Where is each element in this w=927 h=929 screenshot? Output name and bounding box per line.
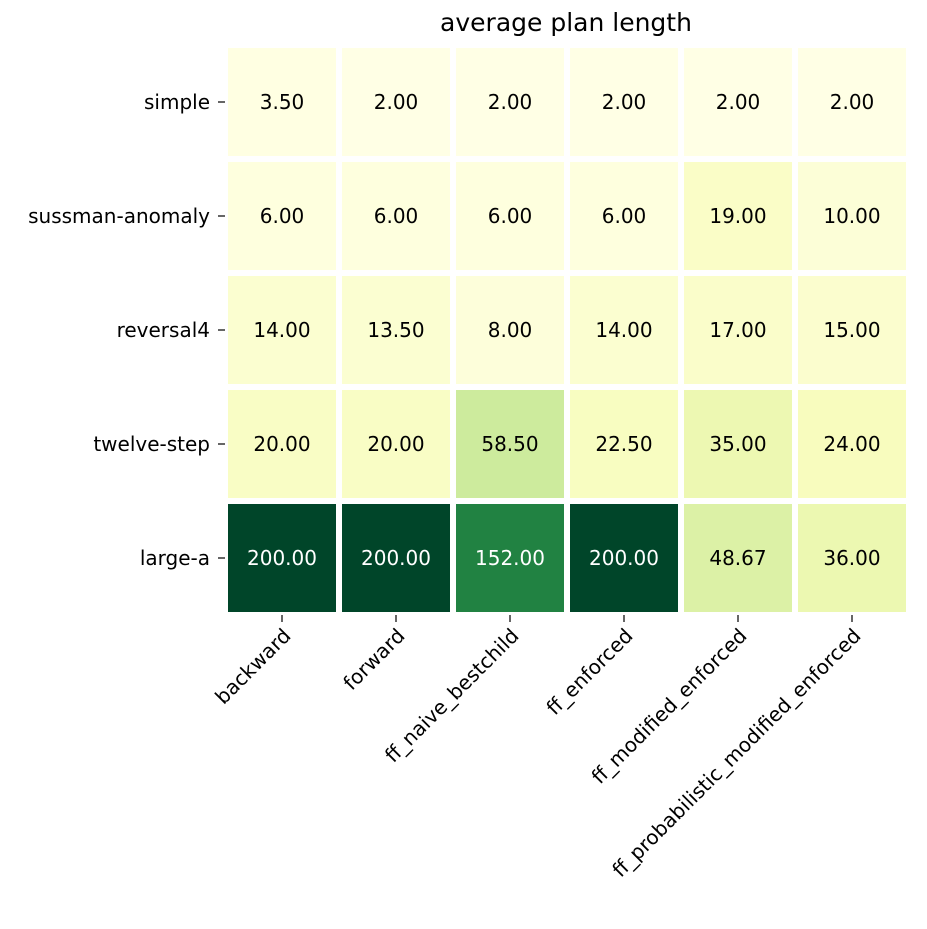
heatmap-cell-0-4	[684, 48, 792, 156]
y-tick-label-large-a: large-a	[140, 546, 210, 570]
heatmap-cell-label-3-5: 24.00	[823, 432, 880, 456]
heatmap-cell-2-4	[684, 276, 792, 384]
x-tick-label-ff_enforced: ff_enforced	[541, 624, 637, 720]
heatmap-cell-label-4-5: 36.00	[823, 546, 880, 570]
heatmap-cell-1-5	[798, 162, 906, 270]
x-tick-label-forward: forward	[338, 624, 409, 695]
heatmap-cell-2-1	[342, 276, 450, 384]
y-tick-label-sussman-anomaly: sussman-anomaly	[28, 204, 210, 228]
heatmap-cell-3-2	[456, 390, 564, 498]
heatmap-cell-3-5	[798, 390, 906, 498]
heatmap-cell-label-1-5: 10.00	[823, 204, 880, 228]
heatmap-cell-label-3-3: 22.50	[595, 432, 652, 456]
heatmap-cell-label-2-1: 13.50	[367, 318, 424, 342]
heatmap-cell-label-0-4: 2.00	[716, 90, 761, 114]
heatmap-cell-label-2-3: 14.00	[595, 318, 652, 342]
heatmap-cell-0-3	[570, 48, 678, 156]
heatmap-cell-label-3-2: 58.50	[481, 432, 538, 456]
heatmap-cell-2-3	[570, 276, 678, 384]
heatmap-cell-label-4-2: 152.00	[475, 546, 545, 570]
heatmap-cell-label-2-0: 14.00	[253, 318, 310, 342]
heatmap-cell-2-2	[456, 276, 564, 384]
x-tick-label-backward: backward	[210, 624, 295, 709]
heatmap-cell-1-0	[228, 162, 336, 270]
heatmap-cell-label-2-2: 8.00	[488, 318, 533, 342]
y-tick-label-reversal4: reversal4	[117, 318, 210, 342]
heatmap-cell-label-0-3: 2.00	[602, 90, 647, 114]
heatmap-cell-1-1	[342, 162, 450, 270]
heatmap-cell-label-3-4: 35.00	[709, 432, 766, 456]
heatmap-cell-4-4	[684, 504, 792, 612]
heatmap-cell-label-2-5: 15.00	[823, 318, 880, 342]
heatmap-cell-2-5	[798, 276, 906, 384]
heatmap-cell-0-0	[228, 48, 336, 156]
y-tick-label-simple: simple	[144, 90, 210, 114]
heatmap-cell-label-1-3: 6.00	[602, 204, 647, 228]
heatmap-cell-1-4	[684, 162, 792, 270]
heatmap-cell-label-1-0: 6.00	[260, 204, 305, 228]
heatmap-cell-0-5	[798, 48, 906, 156]
heatmap-cell-label-1-1: 6.00	[374, 204, 419, 228]
heatmap-cell-label-0-1: 2.00	[374, 90, 419, 114]
heatmap-cell-label-4-3: 200.00	[589, 546, 659, 570]
y-axis: simple sussman-anomaly reversal4 twelve-ste…	[28, 90, 225, 570]
heatmap-cell-4-3	[570, 504, 678, 612]
heatmap-cell-label-4-4: 48.67	[709, 546, 766, 570]
heatmap-cells	[228, 48, 906, 612]
heatmap-cell-label-3-0: 20.00	[253, 432, 310, 456]
heatmap-cell-3-1	[342, 390, 450, 498]
heatmap-cell-label-1-2: 6.00	[488, 204, 533, 228]
heatmap-cell-3-3	[570, 390, 678, 498]
heatmap-cell-label-0-0: 3.50	[260, 90, 305, 114]
heatmap-cell-0-1	[342, 48, 450, 156]
heatmap-cell-1-3	[570, 162, 678, 270]
heatmap-cell-1-2	[456, 162, 564, 270]
heatmap-cell-3-4	[684, 390, 792, 498]
heatmap-cell-3-0	[228, 390, 336, 498]
chart-title: average plan length	[440, 8, 692, 37]
heatmap-cell-4-5	[798, 504, 906, 612]
heatmap-cell-4-0	[228, 504, 336, 612]
x-tick-label-ff_probabilistic_modified_enforced: ff_probabilistic_modified_enforced	[607, 624, 865, 882]
heatmap-cell-label-4-1: 200.00	[361, 546, 431, 570]
heatmap-cell-labels: 3.50 2.00 2.00 2.00 2.00 2.00 6.00 6.00 6.00 6.00…	[247, 90, 881, 570]
heatmap-cell-0-2	[456, 48, 564, 156]
heatmap-cell-4-1	[342, 504, 450, 612]
heatmap-cell-4-2	[456, 504, 564, 612]
heatmap-cell-2-0	[228, 276, 336, 384]
heatmap-cell-label-2-4: 17.00	[709, 318, 766, 342]
heatmap-cell-label-4-0: 200.00	[247, 546, 317, 570]
heatmap-cell-label-0-5: 2.00	[830, 90, 875, 114]
heatmap-cell-label-0-2: 2.00	[488, 90, 533, 114]
heatmap-cell-label-1-4: 19.00	[709, 204, 766, 228]
y-tick-label-twelve-step: twelve-step	[93, 432, 210, 456]
heatmap-cell-label-3-1: 20.00	[367, 432, 424, 456]
